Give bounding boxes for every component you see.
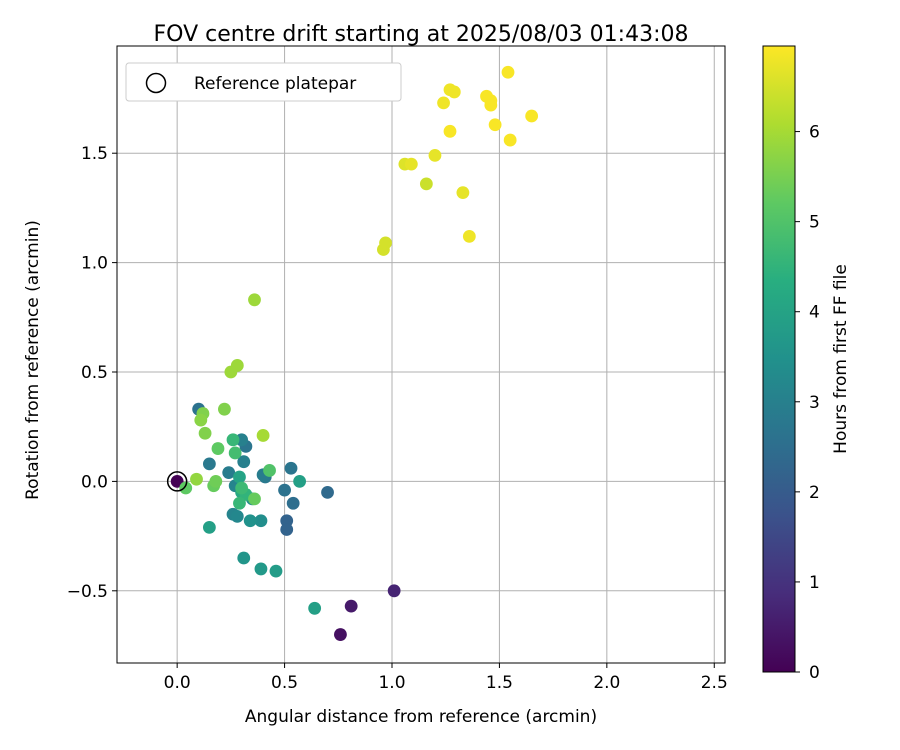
data-point: [194, 413, 208, 427]
plot-frame: [116, 45, 726, 664]
colorbar-tick-label: 6: [809, 123, 820, 143]
data-point: [211, 442, 225, 455]
data-point: [428, 148, 442, 162]
colorbar-tick-label: 5: [809, 213, 820, 233]
data-point: [228, 446, 242, 460]
legend-box: [125, 62, 402, 102]
chart-title: FOV centre drift starting at 2025/08/03 …: [154, 22, 689, 47]
data-point: [501, 65, 515, 79]
y-tick-label: 0.0: [81, 472, 108, 492]
data-point: [235, 481, 249, 495]
colorbar-ticks: 0 1 2 3 4 5 6: [795, 123, 820, 683]
data-point: [202, 520, 216, 534]
data-point: [503, 133, 517, 147]
x-tick-label: 1.0: [378, 673, 405, 693]
data-point: [198, 426, 212, 440]
data-point: [256, 429, 270, 442]
data-point: [404, 157, 418, 171]
data-point: [456, 186, 470, 199]
data-point: [202, 457, 216, 471]
colorbar-gradient: [762, 45, 796, 673]
data-point: [269, 564, 283, 578]
data-point: [334, 628, 347, 641]
data-point: [280, 523, 294, 536]
data-point: [443, 124, 457, 138]
data-point: [233, 496, 246, 510]
legend: Reference platepar: [125, 62, 402, 102]
x-tick-label: 0.5: [271, 673, 298, 693]
data-point: [321, 485, 334, 499]
data-point: [284, 461, 298, 475]
scatter-points: [170, 65, 539, 641]
data-point: [308, 601, 322, 615]
data-point: [437, 96, 450, 110]
x-tick-label: 2.0: [593, 673, 620, 693]
colorbar-tick-label: 0: [809, 663, 820, 683]
colorbar-tick-label: 3: [809, 393, 820, 413]
colorbar-tick-label: 2: [809, 483, 820, 503]
data-point: [254, 562, 268, 576]
data-point: [379, 236, 392, 250]
x-axis-ticks: 0.0 0.5 1.0 1.5 2.0 2.5: [164, 663, 728, 693]
data-point: [190, 472, 203, 486]
data-point: [419, 177, 433, 191]
data-point: [286, 496, 300, 510]
grid-lines: [117, 46, 725, 663]
data-point: [280, 514, 294, 528]
reference-platepar-marker: [166, 471, 188, 492]
data-point: [484, 94, 498, 108]
data-point: [222, 466, 236, 480]
data-point: [226, 433, 240, 447]
data-point: [462, 229, 476, 243]
data-point: [293, 475, 307, 488]
data-point: [237, 551, 251, 565]
data-point: [278, 483, 291, 497]
y-axis-ticks: −0.5 0.0 0.5 1.0 1.5: [67, 144, 117, 602]
data-point: [387, 584, 401, 598]
data-point: [237, 455, 251, 469]
y-tick-label: 1.0: [81, 254, 108, 274]
y-tick-label: 0.5: [81, 363, 108, 383]
x-tick-label: 1.5: [486, 673, 513, 693]
y-tick-label: −0.5: [67, 582, 108, 602]
data-point: [218, 402, 231, 416]
data-point: [209, 475, 223, 488]
colorbar-tick-label: 1: [809, 573, 820, 593]
legend-reference-marker-icon: [145, 72, 167, 94]
legend-entry-reference: Reference platepar: [194, 74, 356, 94]
y-axis-label: Rotation from reference (arcmin): [23, 220, 43, 500]
x-axis-label: Angular distance from reference (arcmin): [245, 707, 597, 727]
data-point: [344, 599, 358, 613]
reference-marker-layer: [166, 471, 188, 492]
data-point: [179, 481, 193, 495]
data-point: [248, 293, 261, 307]
data-point: [263, 464, 276, 477]
colorbar-label: Hours from first FF file: [831, 264, 851, 454]
data-point: [233, 470, 246, 484]
colorbar: 0 1 2 3 4 5 6 Hours from first FF file: [762, 45, 851, 683]
data-point: [248, 492, 261, 506]
data-point: [525, 109, 539, 123]
y-tick-label: 1.5: [81, 144, 108, 164]
data-point: [224, 365, 238, 379]
data-point: [230, 510, 244, 523]
data-point: [254, 514, 268, 528]
x-tick-label: 2.5: [701, 673, 728, 693]
data-point: [488, 118, 502, 132]
data-point: [243, 514, 257, 528]
data-point: [447, 85, 461, 99]
colorbar-tick-label: 4: [809, 303, 820, 323]
x-tick-label: 0.0: [164, 673, 191, 693]
